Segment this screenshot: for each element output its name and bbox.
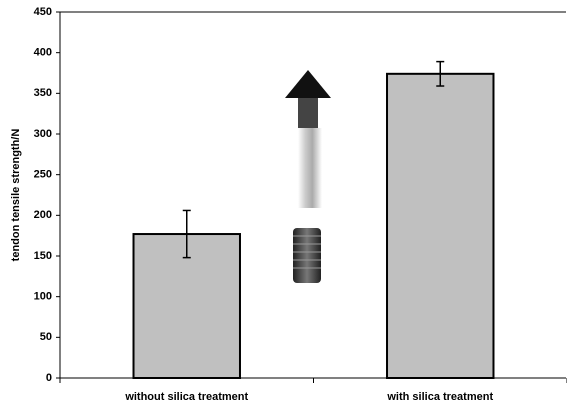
- y-tick-label: 50: [40, 331, 52, 343]
- illustration: [285, 70, 331, 283]
- y-tick-label: 450: [34, 6, 52, 18]
- y-tick-label: 0: [46, 372, 52, 384]
- x-tick-label: with silica treatment: [386, 391, 493, 403]
- y-tick-label: 100: [34, 291, 52, 303]
- y-tick-label: 400: [34, 47, 52, 59]
- chart: tendon tensile strength/N 0 50 100 150 200 25…: [0, 0, 567, 408]
- y-tick-label: 300: [34, 128, 52, 140]
- y-axis-label: tendon tensile strength/N: [10, 129, 22, 262]
- x-tick-label: without silica treatment: [124, 391, 248, 403]
- y-tick-label: 200: [34, 209, 52, 221]
- page: tendon tensile strength/N 0 50 100 150 200 25…: [0, 0, 567, 408]
- y-tick-label: 350: [34, 87, 52, 99]
- y-tick-label: 250: [34, 169, 52, 181]
- y-tick-label: 150: [34, 250, 52, 262]
- bar: [387, 74, 493, 378]
